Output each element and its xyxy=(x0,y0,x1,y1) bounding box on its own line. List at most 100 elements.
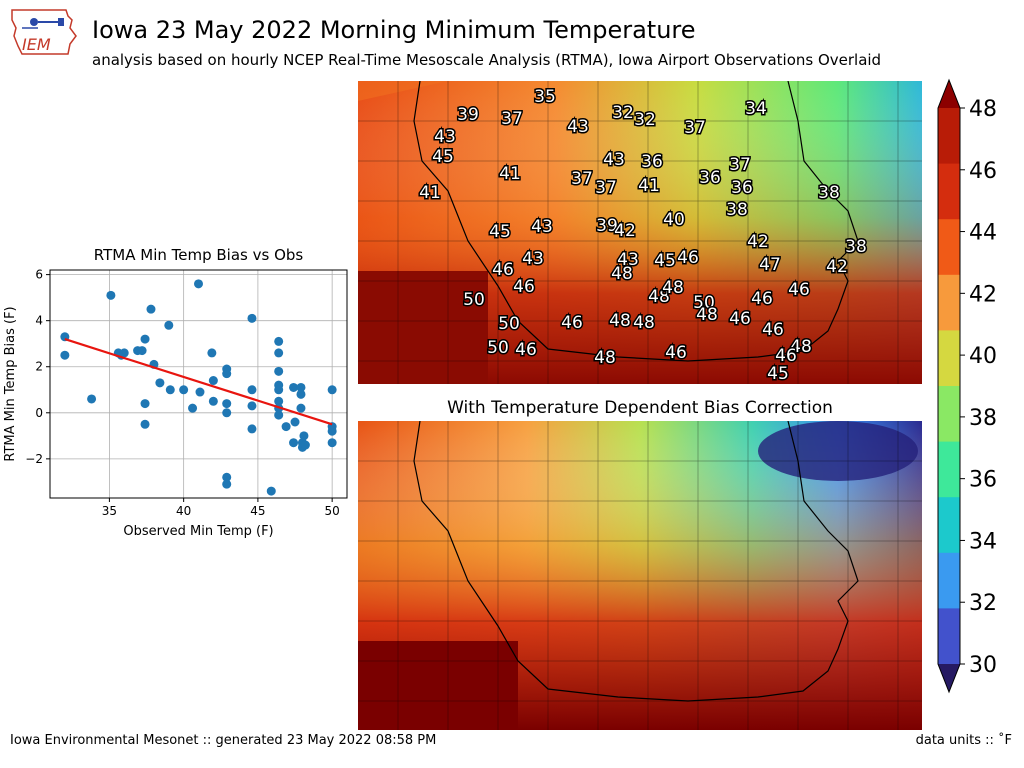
station-obs-label: 45 xyxy=(489,222,511,242)
station-obs-label: 37 xyxy=(595,178,617,198)
station-obs-label: 48 xyxy=(648,287,670,307)
station-obs-label: 39 xyxy=(457,105,479,125)
data-point xyxy=(194,279,203,289)
station-obs-label: 46 xyxy=(677,248,699,268)
y-tick-label: −2 xyxy=(25,452,43,466)
x-tick-label: 50 xyxy=(325,504,340,518)
station-obs-label: 46 xyxy=(561,313,583,333)
colorbar-tick-label: 36 xyxy=(969,468,997,493)
colorbar-segment xyxy=(938,274,960,331)
data-point xyxy=(266,486,276,496)
page-title: Iowa 23 May 2022 Morning Minimum Tempera… xyxy=(92,16,696,44)
data-point xyxy=(140,419,150,429)
data-point xyxy=(274,410,284,420)
colorbar-segment xyxy=(938,552,960,609)
data-point xyxy=(164,320,174,330)
data-point xyxy=(87,394,97,404)
data-point xyxy=(195,387,205,397)
data-point xyxy=(60,350,70,360)
station-obs-label: 32 xyxy=(612,103,634,123)
station-obs-label: 48 xyxy=(611,264,633,284)
data-point xyxy=(281,422,291,432)
data-point xyxy=(208,396,218,406)
data-point xyxy=(274,396,284,406)
station-obs-label: 43 xyxy=(603,150,625,170)
station-obs-label: 50 xyxy=(463,290,485,310)
plot-frame xyxy=(49,269,348,499)
y-tick-label: 4 xyxy=(35,314,43,328)
station-obs-label: 38 xyxy=(818,183,840,203)
station-obs-label: 37 xyxy=(729,155,751,175)
data-point xyxy=(274,385,284,395)
colorbar-tick-label: 44 xyxy=(969,221,997,246)
station-obs-label: 32 xyxy=(634,110,656,130)
data-point xyxy=(137,346,147,356)
station-obs-label: 50 xyxy=(693,293,715,313)
data-point xyxy=(296,403,306,413)
colorbar-tick-label: 40 xyxy=(969,344,997,369)
data-point xyxy=(300,440,310,450)
station-obs-label: 36 xyxy=(699,168,721,188)
data-point xyxy=(146,304,156,314)
station-obs-label: 43 xyxy=(567,117,589,137)
station-obs-label: 36 xyxy=(731,178,753,198)
colorbar-segment xyxy=(938,608,960,665)
station-obs-label: 42 xyxy=(826,257,848,277)
station-obs-label: 46 xyxy=(788,280,810,300)
x-tick-label: 35 xyxy=(102,504,117,518)
data-point xyxy=(247,313,257,323)
data-point xyxy=(299,431,309,441)
logo-text: IEM xyxy=(22,35,51,54)
station-obs-label: 48 xyxy=(609,311,631,331)
station-obs-label: 34 xyxy=(745,99,767,119)
station-obs-label: 35 xyxy=(534,87,556,107)
colorbar-tick-label: 30 xyxy=(969,653,997,678)
bias-scatter-chart: RTMA Min Temp Bias vs Obs 35 40 45 50 −2 0 2 4 6 O… xyxy=(3,246,348,539)
station-obs-label: 48 xyxy=(633,313,655,333)
colorbar-tick-label: 42 xyxy=(969,282,997,307)
footer-units: data units :: ˚F xyxy=(915,733,1012,748)
station-obs-label: 46 xyxy=(751,289,773,309)
station-obs-label: 46 xyxy=(492,260,514,280)
data-point xyxy=(222,369,232,379)
colorbar-tick-label: 32 xyxy=(969,591,997,616)
data-point xyxy=(274,336,284,346)
colorbar-segment xyxy=(938,108,960,165)
colorbar-tick-label: 46 xyxy=(969,159,997,184)
data-point xyxy=(327,426,337,436)
x-tick-label: 40 xyxy=(176,504,191,518)
corrected-map-title: With Temperature Dependent Bias Correcti… xyxy=(447,398,833,418)
station-obs-label: 46 xyxy=(513,277,535,297)
station-obs-label: 42 xyxy=(747,232,769,252)
colorbar-segment xyxy=(938,163,960,220)
data-point xyxy=(155,378,165,388)
station-obs-label: 46 xyxy=(762,320,784,340)
data-point xyxy=(274,348,284,358)
y-tick-label: 2 xyxy=(35,360,43,374)
data-point xyxy=(140,334,150,344)
colorbar-segment xyxy=(938,219,960,276)
data-point xyxy=(290,417,300,427)
station-obs-label: 46 xyxy=(775,346,797,366)
station-obs-label: 43 xyxy=(522,249,544,269)
station-obs-label: 37 xyxy=(571,169,593,189)
data-point xyxy=(222,399,232,409)
data-point xyxy=(327,385,337,395)
station-obs-label: 37 xyxy=(684,118,706,138)
data-point xyxy=(222,408,232,418)
data-point xyxy=(179,385,189,395)
station-obs-label: 41 xyxy=(638,176,660,196)
data-point xyxy=(106,290,116,300)
station-obs-label: 43 xyxy=(434,127,456,147)
station-obs-label: 50 xyxy=(498,314,520,334)
station-obs-label: 38 xyxy=(726,200,748,220)
station-obs-label: 43 xyxy=(617,250,639,270)
data-point xyxy=(247,424,257,434)
y-axis-label: RTMA Min Temp Bias (F) xyxy=(3,306,18,461)
chart-title: RTMA Min Temp Bias vs Obs xyxy=(94,246,304,264)
station-obs-label: 46 xyxy=(515,340,537,360)
station-obs-label: 39 xyxy=(596,216,618,236)
station-obs-label: 42 xyxy=(614,221,636,241)
station-obs-label: 50 xyxy=(487,338,509,358)
x-axis-label: Observed Min Temp (F) xyxy=(123,524,273,539)
